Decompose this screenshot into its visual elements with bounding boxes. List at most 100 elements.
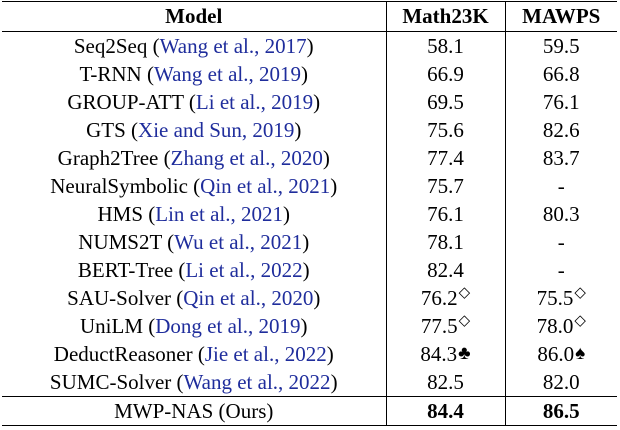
mawps-value: 76.1 xyxy=(542,89,580,114)
table-header-row: Model Math23K MAWPS xyxy=(2,1,617,32)
mawps-value: 83.7 xyxy=(542,145,580,170)
mawps-cell: 76.1 xyxy=(504,88,617,116)
citation-link[interactable]: Dong et al., 2019 xyxy=(155,313,301,338)
diamond-mark-icon: ◇ xyxy=(458,284,471,301)
diamond-mark-icon: ◇ xyxy=(458,312,471,329)
model-name: DeductReasoner xyxy=(53,341,193,366)
mawps-value: - xyxy=(557,173,565,198)
mawps-cell: 59.5 xyxy=(504,31,617,60)
citation-link[interactable]: Wang et al., 2022 xyxy=(183,369,331,394)
mawps-value: 78.0 xyxy=(536,313,574,338)
mawps-cell: 66.8 xyxy=(504,60,617,88)
table-row: HMS (Lin et al., 2021) 76.1 80.3 xyxy=(2,200,617,228)
model-name: GROUP-ATT xyxy=(67,89,184,114)
diamond-mark-icon: ◇ xyxy=(574,284,586,301)
math23k-value: 66.9 xyxy=(427,61,464,86)
citation-link[interactable]: Lin et al., 2021 xyxy=(155,201,283,226)
model-cell: GTS (Xie and Sun, 2019) xyxy=(86,117,302,142)
math23k-cell: 78.1 xyxy=(385,228,505,256)
math23k-cell: 76.2◇ xyxy=(385,284,505,312)
mawps-value: 82.6 xyxy=(542,117,580,142)
model-name: NUMS2T xyxy=(78,229,162,254)
citation-link[interactable]: Li et al., 2022 xyxy=(185,257,303,282)
model-cell: GROUP-ATT (Li et al., 2019) xyxy=(67,89,321,114)
model-cell: NeuralSymbolic (Qin et al., 2021) xyxy=(50,173,338,198)
model-cell: HMS (Lin et al., 2021) xyxy=(97,201,290,226)
table-row: BERT-Tree (Li et al., 2022) 82.4 - xyxy=(2,256,617,284)
table-row: Graph2Tree (Zhang et al., 2020) 77.4 83.… xyxy=(2,144,617,172)
math23k-cell: 76.1 xyxy=(385,200,505,228)
math23k-cell: 66.9 xyxy=(385,60,505,88)
model-name: Graph2Tree xyxy=(57,145,159,170)
mawps-value: 86.0 xyxy=(537,341,575,366)
citation-link[interactable]: Zhang et al., 2020 xyxy=(170,145,323,170)
table-row: SAU-Solver (Qin et al., 2020) 76.2◇ 75.5… xyxy=(2,284,617,312)
math23k-cell: 77.5◇ xyxy=(385,312,505,340)
math23k-cell: 75.7 xyxy=(385,172,505,200)
citation-link[interactable]: Wang et al., 2017 xyxy=(159,33,307,58)
table-row: DeductReasoner (Jie et al., 2022) 84.3♣ … xyxy=(2,340,617,368)
citation-link[interactable]: Li et al., 2019 xyxy=(195,89,314,114)
model-name: Seq2Seq xyxy=(73,33,148,58)
model-name: NeuralSymbolic xyxy=(50,173,188,198)
club-mark-icon: ♣ xyxy=(458,342,471,364)
model-cell: UniLM (Dong et al., 2019) xyxy=(80,313,308,338)
citation-link[interactable]: Jie et al., 2022 xyxy=(204,341,327,366)
mawps-cell: 80.3 xyxy=(504,200,617,228)
mawps-cell: - xyxy=(504,256,617,284)
math23k-cell: 75.6 xyxy=(385,116,505,144)
math23k-value: 75.7 xyxy=(427,173,464,198)
model-cell-ours: MWP-NAS (Ours) xyxy=(2,396,386,426)
spade-mark-icon: ♠ xyxy=(575,342,586,364)
model-cell: SAU-Solver (Qin et al., 2020) xyxy=(67,285,321,310)
header-math23k: Math23K xyxy=(385,1,505,32)
mawps-cell: 82.0 xyxy=(504,368,617,397)
table-row: Seq2Seq (Wang et al., 2017) 58.1 59.5 xyxy=(2,31,617,60)
mawps-value: - xyxy=(557,229,565,254)
table-row: GTS (Xie and Sun, 2019) 75.6 82.6 xyxy=(2,116,617,144)
model-cell: DeductReasoner (Jie et al., 2022) xyxy=(53,341,334,366)
mawps-value: 59.5 xyxy=(542,33,580,58)
model-name: SAU-Solver xyxy=(67,285,172,310)
math23k-cell: 58.1 xyxy=(385,31,505,60)
math23k-value: 78.1 xyxy=(427,229,464,254)
diamond-mark-icon: ◇ xyxy=(574,312,586,329)
mawps-cell: - xyxy=(504,228,617,256)
table-row: NeuralSymbolic (Qin et al., 2021) 75.7 - xyxy=(2,172,617,200)
math23k-value: 82.5 xyxy=(427,369,464,394)
math23k-value: 77.4 xyxy=(427,145,464,170)
math23k-value: 82.4 xyxy=(427,257,464,282)
citation-link[interactable]: Wu et al., 2021 xyxy=(174,229,303,254)
table-row-ours: MWP-NAS (Ours) 84.4 86.5 xyxy=(2,396,617,426)
citation-link[interactable]: Qin et al., 2021 xyxy=(200,173,331,198)
math23k-value: 84.3 xyxy=(420,341,458,366)
model-cell: T-RNN (Wang et al., 2019) xyxy=(79,61,308,86)
mawps-best-value: 86.5 xyxy=(504,396,617,426)
citation-link[interactable]: Xie and Sun, 2019 xyxy=(138,117,295,142)
table-row: T-RNN (Wang et al., 2019) 66.9 66.8 xyxy=(2,60,617,88)
table-row: SUMC-Solver (Wang et al., 2022) 82.5 82.… xyxy=(2,368,617,397)
mawps-cell: 78.0◇ xyxy=(504,312,617,340)
model-cell: NUMS2T (Wu et al., 2021) xyxy=(78,229,310,254)
math23k-value: 76.1 xyxy=(427,201,464,226)
table-row: UniLM (Dong et al., 2019) 77.5◇ 78.0◇ xyxy=(2,312,617,340)
citation-link[interactable]: Wang et al., 2019 xyxy=(153,61,301,86)
model-name: GTS xyxy=(86,117,126,142)
mawps-value: 82.0 xyxy=(542,369,580,394)
math23k-cell: 69.5 xyxy=(385,88,505,116)
model-name: SUMC-Solver xyxy=(49,369,172,394)
citation-link[interactable]: Qin et al., 2020 xyxy=(183,285,314,310)
model-name: BERT-Tree xyxy=(77,257,174,282)
mawps-value: 80.3 xyxy=(542,201,580,226)
model-cell: BERT-Tree (Li et al., 2022) xyxy=(77,257,310,282)
mawps-cell: 83.7 xyxy=(504,144,617,172)
mawps-value: 75.5 xyxy=(536,285,574,310)
math23k-value: 77.5 xyxy=(420,313,458,338)
math23k-best-value: 84.4 xyxy=(385,396,505,426)
mawps-cell: - xyxy=(504,172,617,200)
math23k-value: 58.1 xyxy=(427,33,464,58)
math23k-value: 75.6 xyxy=(427,117,464,142)
math23k-value: 76.2 xyxy=(420,285,458,310)
mawps-value: - xyxy=(557,257,565,282)
